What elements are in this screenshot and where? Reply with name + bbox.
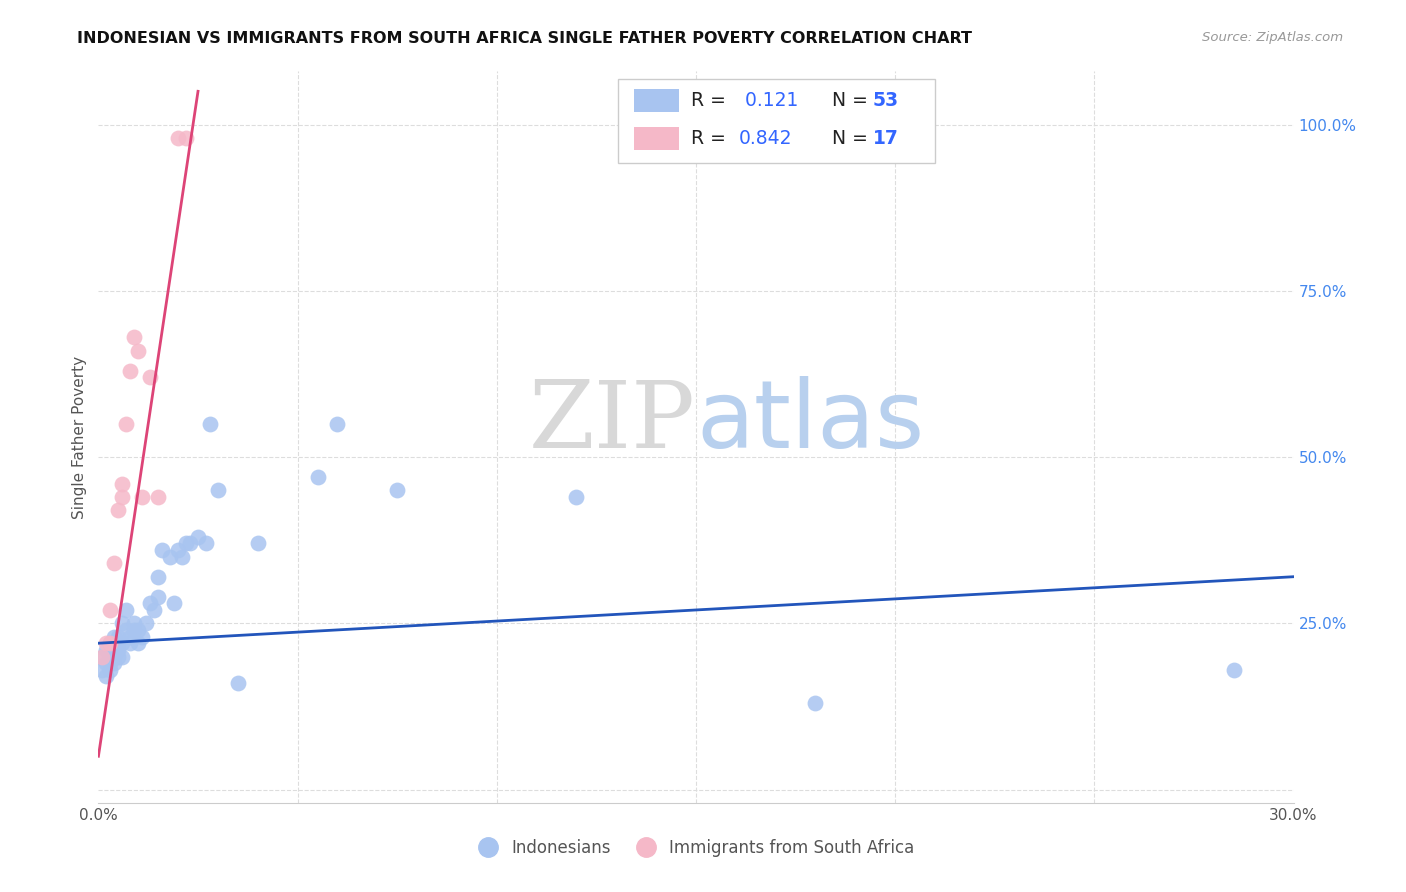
FancyBboxPatch shape [634, 89, 679, 112]
Point [159, 549, 181, 564]
Point [111, 649, 134, 664]
Point [1223, 663, 1246, 677]
Point [131, 490, 153, 504]
Point [131, 630, 153, 644]
Point [107, 503, 129, 517]
FancyBboxPatch shape [619, 78, 935, 163]
Point [107, 630, 129, 644]
Point [565, 490, 588, 504]
Point [98, 663, 122, 677]
Point [103, 557, 125, 571]
Point [103, 643, 125, 657]
Point [127, 623, 149, 637]
Text: INDONESIAN VS IMMIGRANTS FROM SOUTH AFRICA SINGLE FATHER POVERTY CORRELATION CHA: INDONESIAN VS IMMIGRANTS FROM SOUTH AFRI… [77, 31, 973, 46]
Legend: Indonesians, Immigrants from South Africa: Indonesians, Immigrants from South Afric… [471, 832, 921, 864]
Point [124, 330, 146, 344]
Point [326, 417, 349, 431]
Point [98, 603, 122, 617]
Point [804, 696, 827, 710]
Point [103, 630, 125, 644]
Point [120, 363, 142, 377]
Point [148, 570, 170, 584]
Point [385, 483, 409, 498]
Point [163, 596, 186, 610]
Point [124, 616, 146, 631]
Point [174, 131, 197, 145]
Point [172, 549, 194, 564]
Text: 53: 53 [873, 91, 898, 110]
Point [107, 636, 129, 650]
Point [98, 636, 122, 650]
Point [115, 417, 138, 431]
Point [139, 596, 162, 610]
Point [195, 536, 218, 550]
Point [111, 616, 134, 631]
Point [148, 590, 170, 604]
Text: R =: R = [692, 91, 733, 110]
Point [115, 623, 138, 637]
Point [96, 669, 118, 683]
Point [167, 543, 190, 558]
Point [96, 643, 118, 657]
Point [91, 649, 114, 664]
Point [127, 343, 149, 358]
Point [143, 603, 166, 617]
Y-axis label: Single Father Poverty: Single Father Poverty [72, 356, 87, 518]
Point [127, 636, 149, 650]
Text: atlas: atlas [696, 376, 924, 468]
Point [207, 483, 229, 498]
Point [124, 623, 146, 637]
Point [115, 603, 138, 617]
Point [139, 370, 162, 384]
Point [107, 643, 129, 657]
Point [91, 649, 114, 664]
Text: N =: N = [820, 91, 875, 110]
Point [103, 656, 125, 670]
Point [98, 656, 122, 670]
Text: Source: ZipAtlas.com: Source: ZipAtlas.com [1202, 31, 1343, 45]
Point [103, 649, 125, 664]
Point [98, 636, 122, 650]
Point [111, 476, 134, 491]
Text: N =: N = [820, 129, 875, 148]
Point [307, 470, 329, 484]
Point [120, 636, 142, 650]
Point [107, 649, 129, 664]
Point [174, 536, 197, 550]
Point [111, 490, 134, 504]
Point [111, 636, 134, 650]
Point [91, 663, 114, 677]
Point [96, 636, 118, 650]
Point [187, 530, 209, 544]
Point [226, 676, 249, 690]
Point [96, 656, 118, 670]
Text: ZIP: ZIP [529, 377, 696, 467]
Point [179, 536, 201, 550]
FancyBboxPatch shape [634, 127, 679, 150]
Point [98, 649, 122, 664]
Point [135, 616, 157, 631]
Point [148, 490, 170, 504]
Point [120, 630, 142, 644]
Point [198, 417, 221, 431]
Point [150, 543, 173, 558]
Text: R =: R = [692, 129, 733, 148]
Text: 0.121: 0.121 [740, 91, 799, 110]
Point [246, 536, 269, 550]
Text: 0.842: 0.842 [740, 129, 793, 148]
Text: 17: 17 [873, 129, 898, 148]
Point [167, 131, 190, 145]
